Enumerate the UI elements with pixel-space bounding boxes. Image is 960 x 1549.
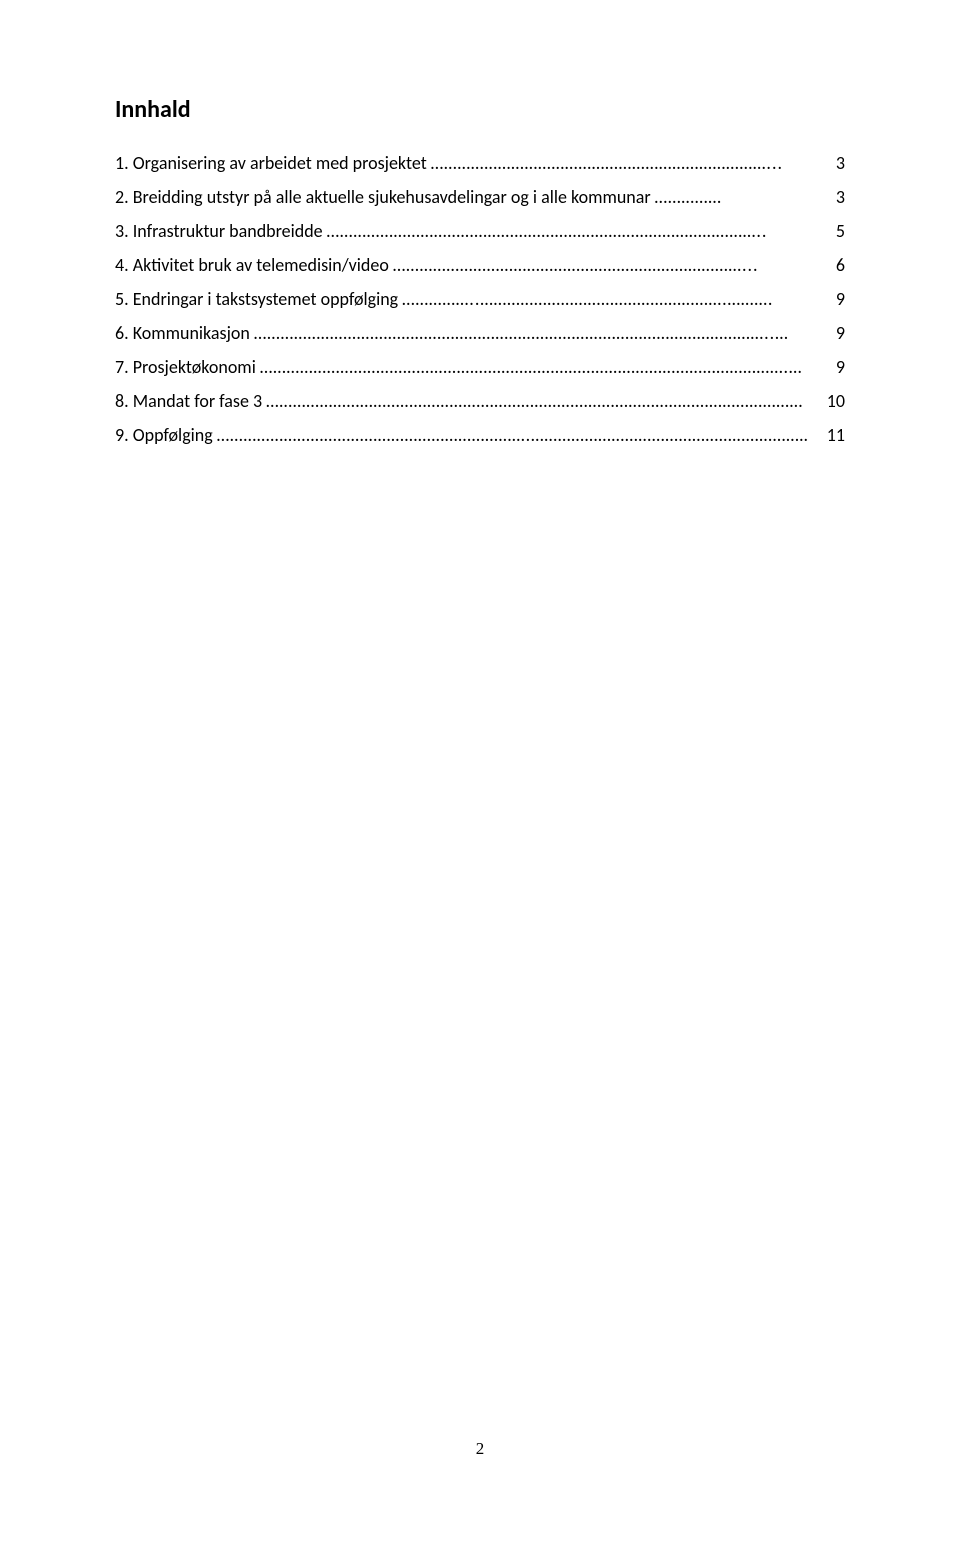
toc-page: 6 — [817, 254, 845, 276]
toc-entry: 5. Endringar i takstsystemet oppfølging … — [115, 288, 845, 310]
toc-entry: 9. Oppfølging …………………………………………………………….……… — [115, 424, 845, 446]
toc-leader: …………………………………………………………………………………….. — [323, 220, 817, 242]
page-number: 2 — [0, 1439, 960, 1459]
toc-entry: 3. Infrastruktur bandbreidde ……………………………… — [115, 220, 845, 242]
toc-label: 3. Infrastruktur bandbreidde — [115, 220, 323, 242]
toc-leader: …………………………………………………………………... — [427, 152, 817, 174]
toc-page: 3 — [817, 186, 845, 208]
toc-page: 9 — [817, 288, 845, 310]
toc-leader: ……………………………………………………………………………………………………….… — [256, 356, 817, 378]
toc-entry: 4. Aktivitet bruk av telemedisin/video …… — [115, 254, 845, 276]
toc-label: 8. Mandat for fase 3 — [115, 390, 262, 412]
toc-page: 5 — [817, 220, 845, 242]
toc-page: 10 — [809, 390, 845, 412]
toc-leader: ……………..……………………………………………….………. — [398, 288, 817, 310]
document-page: Innhald 1. Organisering av arbeidet med … — [0, 0, 960, 446]
table-of-contents: 1. Organisering av arbeidet med prosjekt… — [115, 152, 845, 446]
toc-leader: ……………………………………………………………………... — [389, 254, 817, 276]
toc-entry: 8. Mandat for fase 3 …………………………………………………… — [115, 390, 845, 412]
toc-leader: …………… — [651, 186, 817, 208]
toc-page: 9 — [817, 356, 845, 378]
toc-page: 9 — [817, 322, 845, 344]
toc-label: 6. Kommunikasjon — [115, 322, 250, 344]
toc-leader: ………………………………………………………………………………………………………… — [262, 390, 809, 412]
toc-label: 1. Organisering av arbeidet med prosjekt… — [115, 152, 427, 174]
toc-leader: …………………………………………………………….…………………………………………… — [213, 424, 809, 446]
toc-page: 3 — [817, 152, 845, 174]
toc-entry: 7. Prosjektøkonomi ………………………………………………………… — [115, 356, 845, 378]
toc-label: 5. Endringar i takstsystemet oppfølging — [115, 288, 398, 310]
page-title: Innhald — [115, 95, 845, 124]
toc-label: 9. Oppfølging — [115, 424, 213, 446]
toc-entry: 2. Breidding utstyr på alle aktuelle sju… — [115, 186, 845, 208]
toc-page: 11 — [809, 424, 845, 446]
toc-leader: ……………………………………………………………………………………………………..… — [250, 322, 817, 344]
toc-entry: 1. Organisering av arbeidet med prosjekt… — [115, 152, 845, 174]
toc-label: 4. Aktivitet bruk av telemedisin/video — [115, 254, 389, 276]
toc-label: 2. Breidding utstyr på alle aktuelle sju… — [115, 186, 651, 208]
toc-label: 7. Prosjektøkonomi — [115, 356, 256, 378]
toc-entry: 6. Kommunikasjon ……………………………………………………………… — [115, 322, 845, 344]
